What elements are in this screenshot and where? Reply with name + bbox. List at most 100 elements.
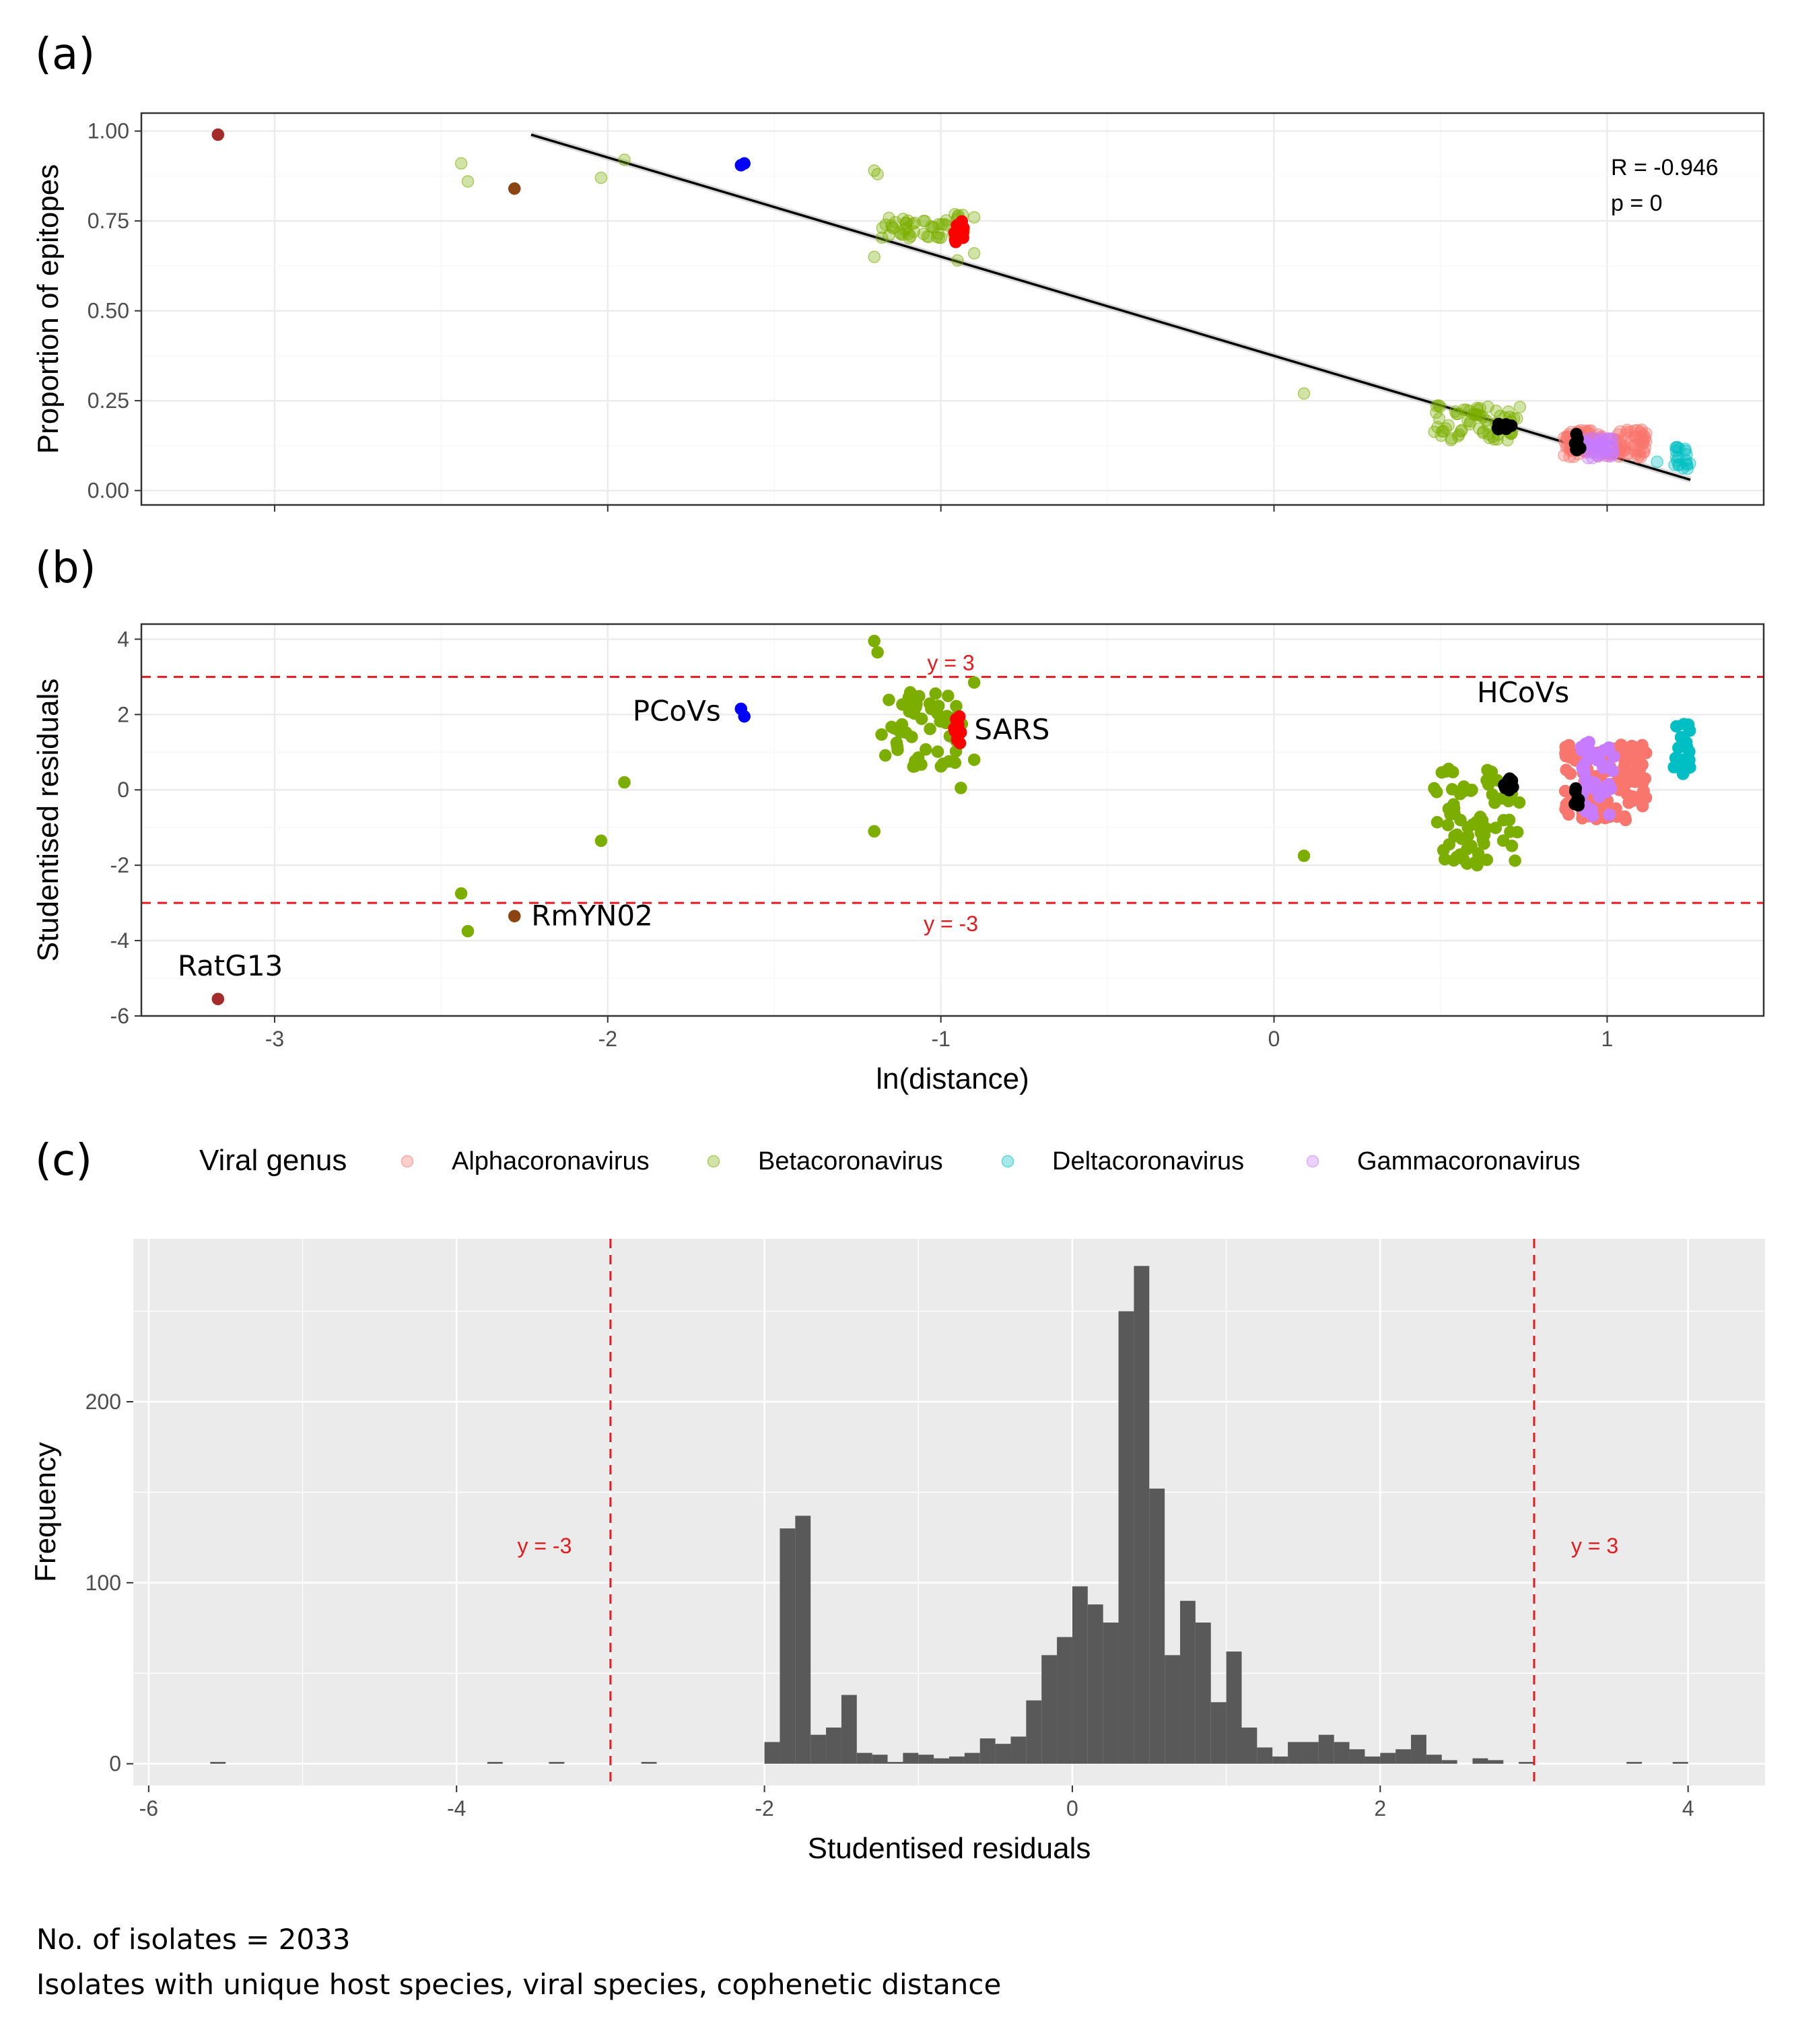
point-betacoronavirus [1297, 387, 1311, 400]
point-betacoronavirus [618, 154, 631, 166]
point-deltacoronavirus [1683, 745, 1696, 758]
legend: Viral genus Alphacoronavirus Betacoronavi… [199, 1144, 1581, 1177]
point-betacoronavirus [594, 834, 608, 848]
histogram-bar [887, 1762, 903, 1764]
point-betacoronavirus [1483, 432, 1496, 444]
panel-a-points [211, 128, 1696, 475]
legend-label-alphacoronavirus: Alphacoronavirus [452, 1147, 650, 1176]
histogram-bar [872, 1755, 888, 1764]
tick-label-x: -1 [931, 1027, 950, 1051]
point-betacoronavirus [875, 728, 888, 741]
point-betacoronavirus [967, 246, 981, 260]
footnote-isolate-count: No. of isolates = 2033 [36, 1923, 351, 1956]
point-betacoronavirus [948, 756, 962, 770]
histogram-bar [795, 1515, 811, 1764]
threshold-label: y = -3 [924, 912, 978, 936]
point-betacoronavirus [868, 164, 881, 177]
point-betacoronavirus [931, 745, 944, 758]
histogram-bar [1441, 1760, 1457, 1764]
histogram-bar [934, 1758, 949, 1764]
point-alphacoronavirus [1562, 739, 1576, 752]
point-betacoronavirus [1430, 406, 1443, 419]
legend-key-gammacoronavirus [1306, 1155, 1319, 1168]
point-betacoronavirus [1297, 849, 1311, 862]
point-betacoronavirus [1441, 819, 1455, 831]
point-hcovs [1503, 772, 1516, 785]
legend-key-deltacoronavirus [1001, 1155, 1014, 1168]
point-betacoronavirus [868, 825, 881, 838]
point-betacoronavirus [925, 702, 938, 716]
panel-c-thresholds: y = -3 y = 3 [517, 1239, 1618, 1785]
point-alphacoronavirus [1636, 786, 1649, 799]
footnote-isolate-criteria: Isolates with unique host species, viral… [36, 1968, 1001, 2001]
point-sars [952, 724, 965, 737]
point-betacoronavirus [934, 760, 948, 773]
histogram-bar [1472, 1758, 1488, 1764]
point-deltacoronavirus [1671, 440, 1684, 454]
histogram-bar [1041, 1655, 1058, 1764]
legend-label-gammacoronavirus: Gammacoronavirus [1357, 1147, 1581, 1176]
histogram-bar [487, 1762, 503, 1764]
tick-label-x: 4 [1682, 1796, 1694, 1820]
point-gammacoronavirus [1608, 750, 1620, 763]
point-betacoronavirus [1438, 852, 1451, 866]
point-betacoronavirus [895, 718, 909, 731]
tick-label-y: 200 [85, 1390, 121, 1414]
point-betacoronavirus [868, 634, 881, 648]
point-betacoronavirus [1481, 763, 1494, 777]
point-betacoronavirus [1461, 842, 1474, 856]
panel-c-y-axis-title: Frequency [29, 1442, 62, 1582]
tick-label-x: -4 [447, 1796, 466, 1820]
tick-label-y: -4 [110, 928, 129, 953]
point-betacoronavirus [901, 697, 915, 710]
panel-b-background [141, 624, 1764, 1016]
histogram-bar [1257, 1747, 1273, 1764]
point-betacoronavirus [1480, 853, 1493, 866]
panel-a-correlation: R = -0.946 [1611, 155, 1719, 180]
panel-c-x-ticks: -6 -4 -2 0 2 4 [139, 1785, 1694, 1820]
point-betacoronavirus [928, 221, 940, 234]
point-betacoronavirus [1509, 854, 1521, 867]
tick-label-y: 2 [117, 702, 129, 726]
panel-b-thresholds: y = 3 y = -3 [141, 650, 1764, 936]
histogram-bar [1226, 1651, 1242, 1764]
point-betacoronavirus [1480, 774, 1493, 787]
point-gammacoronavirus [1599, 433, 1612, 446]
panel-b-border [140, 623, 1765, 1017]
point-alphacoronavirus [1626, 794, 1639, 807]
panel-label-a: (a) [35, 30, 95, 79]
point-betacoronavirus [1505, 840, 1519, 852]
point-betacoronavirus [911, 756, 924, 769]
panel-a-scatter: 0.00 0.25 0.50 0.75 1.00 Proportion of epito… [32, 112, 1765, 512]
tick-label-x: -6 [139, 1796, 158, 1820]
histogram-bar [1149, 1489, 1165, 1764]
panel-a-pvalue: p = 0 [1611, 191, 1663, 216]
point-alphacoronavirus [1562, 808, 1575, 821]
point-pcovs [738, 710, 751, 723]
point-betacoronavirus [454, 157, 468, 170]
histogram-bar [1072, 1586, 1088, 1764]
panel-a-grid [141, 113, 1764, 505]
histogram-bar [1241, 1727, 1257, 1764]
point-pcovs [734, 159, 748, 172]
point-rmyn02 [508, 182, 521, 195]
point-betacoronavirus [903, 686, 917, 699]
point-betacoronavirus [461, 175, 475, 188]
point-betacoronavirus [1488, 433, 1500, 446]
histogram-bar [856, 1752, 872, 1764]
legend-title: Viral genus [199, 1144, 347, 1177]
point-betacoronavirus [618, 776, 631, 789]
histogram-bar [964, 1752, 980, 1764]
point-alphacoronavirus [1560, 763, 1573, 776]
histogram-bar [1672, 1762, 1688, 1764]
point-alphacoronavirus [1564, 751, 1577, 764]
histogram-bar [549, 1762, 565, 1764]
point-betacoronavirus [1489, 821, 1503, 834]
threshold-label: y = 3 [927, 650, 974, 675]
histogram-bar [841, 1695, 857, 1764]
histogram-bar [1010, 1736, 1027, 1764]
point-betacoronavirus [1428, 425, 1441, 438]
histogram-bar [1195, 1623, 1211, 1764]
